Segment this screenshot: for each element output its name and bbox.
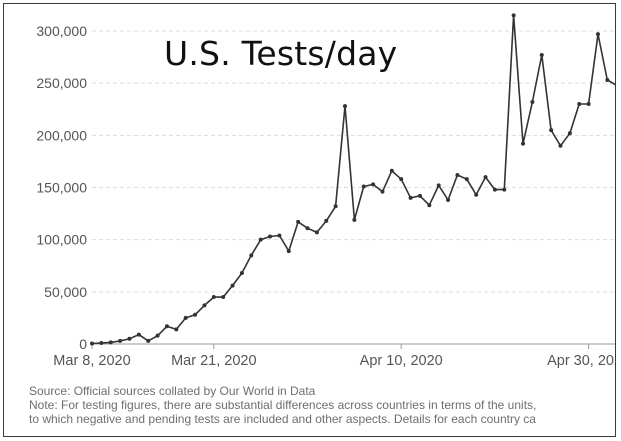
data-point: [277, 233, 282, 238]
data-point: [221, 295, 226, 300]
data-point: [436, 183, 441, 188]
chart-notes: Source: Official sources collated by Our…: [29, 384, 615, 426]
y-tick-label: 50,000: [44, 284, 87, 300]
x-tick-label: Mar 8, 2020: [53, 353, 130, 369]
data-point: [586, 102, 591, 107]
data-point: [361, 184, 366, 189]
data-point: [455, 172, 460, 177]
data-point: [99, 340, 104, 345]
data-point: [511, 13, 516, 18]
data-point: [183, 315, 188, 320]
data-point: [408, 195, 413, 200]
data-point: [595, 32, 600, 37]
data-point: [296, 219, 301, 224]
data-point: [108, 340, 113, 345]
data-point: [567, 131, 572, 136]
data-point: [389, 168, 394, 173]
data-point: [399, 177, 404, 182]
y-tick-label: 0: [79, 336, 87, 352]
data-point: [211, 295, 216, 300]
data-point: [614, 84, 615, 87]
data-point: [539, 52, 544, 57]
y-tick-label: 100,000: [36, 232, 87, 248]
data-point: [521, 141, 526, 146]
data-point: [483, 175, 488, 180]
data-point: [371, 182, 376, 187]
data-point: [558, 143, 563, 148]
data-point: [474, 192, 479, 197]
data-point: [202, 303, 207, 308]
tests-per-day-chart: 0 50,000 100,000 150,000 200,000 250,000 300,0…: [36, 13, 616, 369]
data-point: [324, 218, 329, 223]
data-point: [136, 332, 141, 337]
data-point: [146, 338, 151, 343]
x-tick-label: Apr 30, 2020: [547, 353, 616, 369]
data-point: [193, 312, 198, 317]
data-point: [380, 189, 385, 194]
data-point: [492, 187, 497, 192]
note-line-2: to which negative and pending tests are …: [29, 412, 536, 426]
y-tick-label: 250,000: [36, 75, 87, 91]
chart-title: U.S. Tests/day: [164, 34, 398, 73]
data-point: [314, 230, 319, 235]
data-point: [164, 324, 169, 329]
data-point: [127, 336, 132, 341]
x-tick-label: Mar 21, 2020: [171, 353, 256, 369]
data-point: [155, 333, 160, 338]
y-tick-label: 150,000: [36, 180, 87, 196]
data-point: [417, 193, 422, 198]
data-point: [268, 234, 273, 239]
data-point: [230, 283, 235, 288]
data-point: [249, 253, 254, 258]
data-point: [605, 78, 610, 83]
data-point: [427, 203, 432, 208]
data-point: [446, 198, 451, 203]
data-point: [239, 271, 244, 276]
data-point: [464, 177, 469, 182]
data-point: [577, 102, 582, 107]
data-point: [90, 341, 94, 346]
source-note: Source: Official sources collated by Our…: [29, 384, 316, 398]
x-tick-label: Apr 10, 2020: [360, 353, 443, 369]
y-tick-label: 300,000: [36, 23, 87, 39]
chart-frame: 0 50,000 100,000 150,000 200,000 250,000 300,0…: [3, 3, 616, 437]
data-point: [118, 338, 123, 343]
data-point: [502, 187, 507, 192]
data-point: [305, 226, 310, 231]
data-point: [342, 104, 347, 109]
data-point: [286, 249, 291, 254]
data-point: [530, 99, 535, 104]
data-point: [352, 217, 357, 222]
y-tick-label: 200,000: [36, 127, 87, 143]
data-point: [258, 237, 263, 242]
data-point: [333, 204, 338, 209]
note-line-1: Note: For testing figures, there are sub…: [29, 398, 537, 412]
data-point: [549, 128, 554, 133]
data-point: [174, 327, 179, 332]
